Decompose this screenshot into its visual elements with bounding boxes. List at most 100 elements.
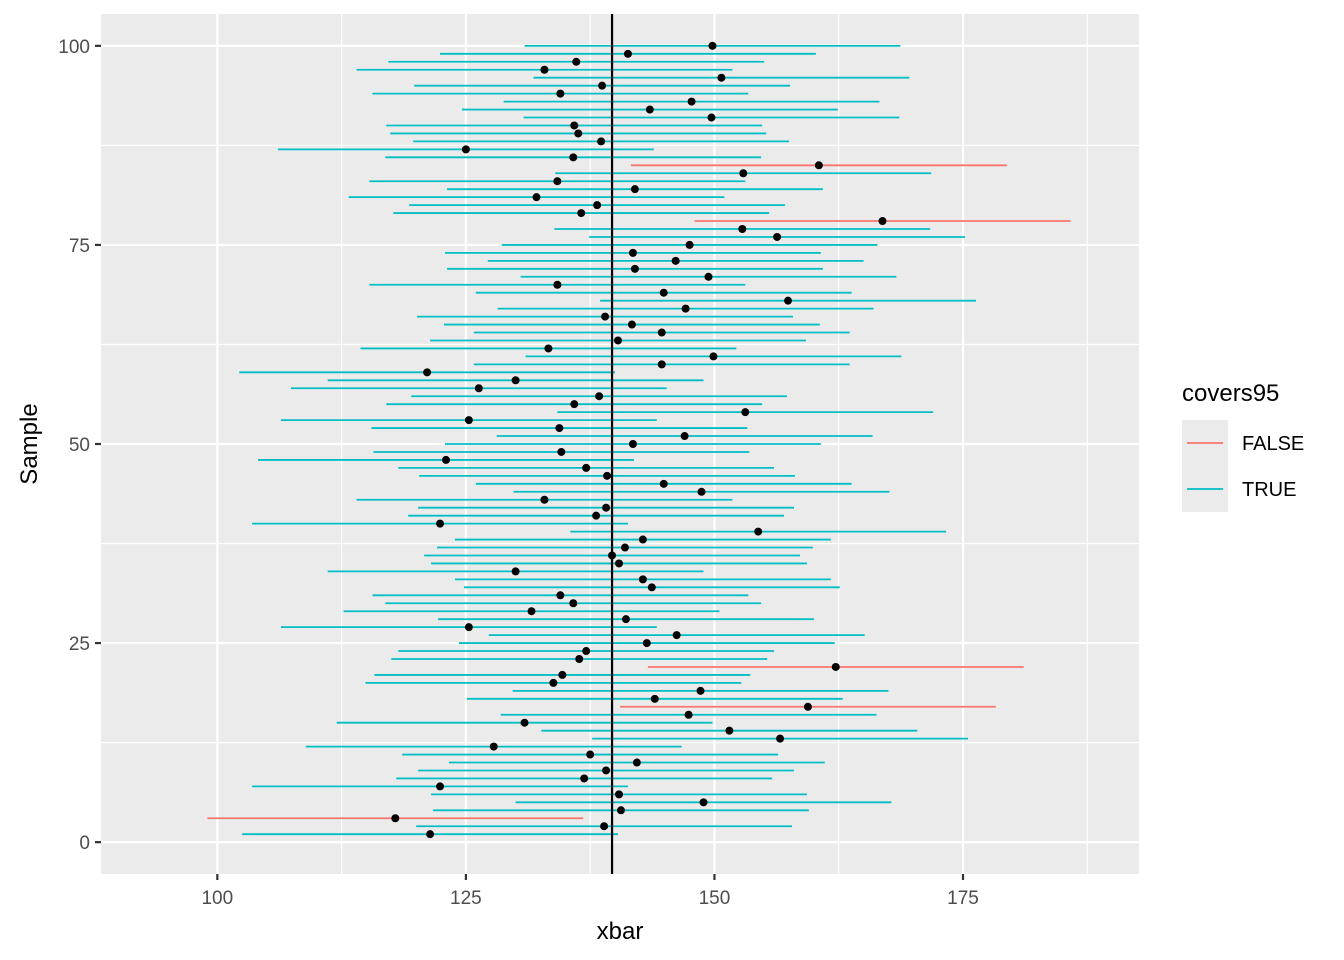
mean-point [773, 232, 782, 241]
mean-point [696, 686, 705, 695]
mean-point [540, 65, 549, 74]
mean-point [638, 535, 647, 544]
mean-point [461, 145, 470, 154]
mean-point [707, 113, 716, 122]
mean-point [603, 471, 612, 480]
mean-point [558, 670, 567, 679]
mean-point [645, 105, 654, 114]
mean-point [754, 527, 763, 536]
mean-point [555, 424, 564, 433]
mean-point [464, 623, 473, 632]
mean-point [544, 344, 553, 353]
mean-point [592, 511, 601, 520]
mean-point [540, 495, 549, 504]
mean-point [650, 694, 659, 703]
x-axis-title: xbar [597, 918, 644, 945]
y-tick-label: 100 [58, 37, 90, 58]
mean-point [511, 567, 520, 576]
mean-point [671, 256, 680, 265]
mean-point [738, 225, 747, 233]
legend-label-true: TRUE [1242, 479, 1296, 501]
mean-point [614, 336, 623, 345]
mean-point [569, 599, 578, 608]
mean-point [532, 193, 541, 202]
legend: covers95 FALSE TRUE [1182, 380, 1304, 512]
mean-point [489, 742, 498, 751]
mean-point [685, 240, 694, 249]
x-tick-label: 100 [201, 888, 233, 909]
mean-point [831, 662, 840, 671]
mean-point [709, 352, 718, 361]
mean-point [582, 647, 591, 656]
mean-point [575, 655, 584, 663]
mean-point [616, 806, 625, 815]
mean-point [474, 384, 483, 393]
x-tick-label: 175 [947, 888, 979, 909]
mean-point [426, 830, 435, 839]
mean-point [803, 702, 812, 711]
mean-point [878, 217, 887, 226]
mean-point [391, 814, 400, 823]
mean-point [582, 463, 591, 472]
mean-point [776, 734, 785, 743]
mean-point [687, 97, 696, 106]
mean-point [627, 320, 636, 329]
mean-point [436, 782, 445, 791]
mean-point [442, 455, 451, 464]
mean-point [574, 129, 583, 138]
mean-point [630, 185, 639, 194]
mean-point [647, 583, 656, 592]
mean-point [638, 575, 647, 584]
mean-point [570, 400, 579, 409]
y-tick-label: 25 [69, 634, 90, 655]
mean-point [681, 304, 690, 313]
axes-layer: 100 125 150 175 0 25 50 75 100 [58, 37, 979, 909]
mean-point [569, 153, 578, 162]
mean-point [741, 408, 750, 417]
mean-point [632, 758, 641, 767]
mean-point [739, 169, 748, 178]
mean-point [623, 49, 632, 58]
mean-point [628, 248, 637, 257]
mean-point [659, 479, 668, 488]
mean-point [717, 73, 726, 82]
mean-point [511, 376, 520, 385]
mean-point [570, 121, 579, 130]
mean-point [628, 440, 637, 448]
mean-point [556, 591, 565, 600]
mean-point [620, 543, 629, 552]
mean-point [597, 137, 606, 146]
y-tick-label: 50 [69, 435, 90, 456]
y-tick-label: 75 [69, 236, 90, 257]
mean-point [621, 615, 630, 624]
mean-point [577, 209, 586, 218]
mean-point [527, 607, 536, 616]
mean-point [520, 718, 529, 727]
mean-point [602, 503, 611, 512]
mean-point [598, 81, 607, 90]
mean-point [699, 798, 708, 807]
mean-point [725, 726, 734, 735]
y-tick-label: 0 [79, 833, 90, 854]
x-tick-label: 125 [450, 888, 482, 909]
mean-point [602, 766, 611, 775]
point-layer [391, 41, 887, 839]
mean-point [657, 360, 666, 369]
mean-point [423, 368, 432, 377]
mean-point [657, 328, 666, 337]
mean-point [630, 264, 639, 273]
mean-point [600, 822, 609, 831]
y-axis-title: Sample [16, 403, 43, 484]
mean-point [557, 447, 566, 456]
mean-point [580, 774, 589, 783]
x-tick-label: 150 [699, 888, 731, 909]
legend-title: covers95 [1182, 380, 1279, 407]
mean-point [464, 416, 473, 425]
mean-point [601, 312, 610, 321]
mean-point [684, 710, 693, 719]
mean-point [672, 631, 681, 640]
mean-point [642, 639, 651, 648]
mean-point [784, 296, 793, 305]
mean-point [814, 161, 823, 170]
